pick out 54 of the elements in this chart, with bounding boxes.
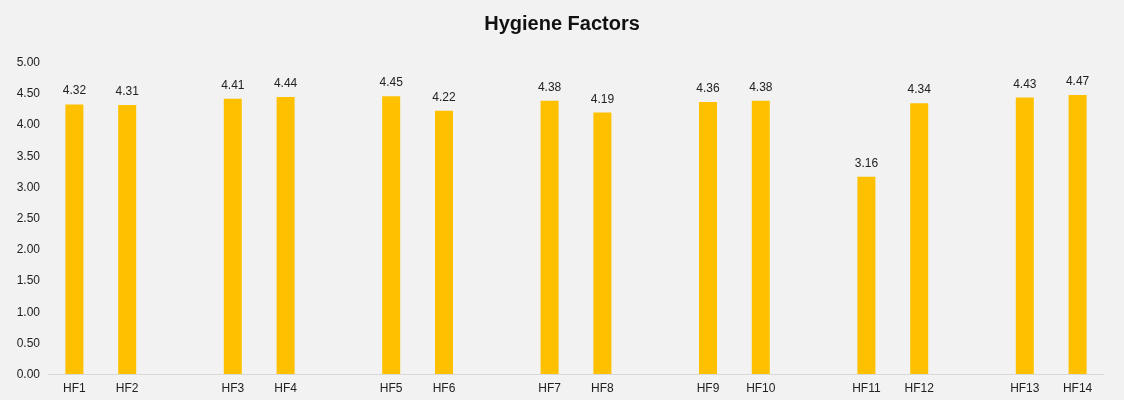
x-tick-label: HF2 [115,381,139,395]
x-tick-label: HF12 [904,381,935,395]
x-tick-label: HF11 [852,381,881,395]
y-tick-label: 2.50 [16,211,41,225]
x-tick-label: HF4 [274,381,298,395]
x-tick-label: HF8 [591,381,615,395]
data-label: 4.34 [907,82,932,97]
y-tick-label: 3.50 [16,148,41,163]
data-label: 4.22 [432,89,456,104]
x-tick-label: HF6 [432,381,456,395]
bar [1068,95,1087,374]
bar [435,110,453,374]
data-label: 4.36 [696,80,720,95]
y-tick-label: 3.00 [16,179,41,194]
y-tick-label: 0.00 [16,367,41,381]
bar [65,104,84,374]
bar [910,103,929,374]
x-tick-label: HF9 [696,381,720,395]
bar [276,96,295,374]
x-tick-label: HF10 [746,381,776,395]
x-tick-label: HF7 [538,381,562,395]
x-tick-label: HF1 [63,381,87,395]
bar [751,100,770,374]
data-label: 4.38 [749,79,773,94]
chart-title: Hygiene Factors [484,12,640,34]
data-label: 4.47 [1065,74,1090,89]
x-tick-label: HF3 [221,381,245,395]
y-tick-label: 4.00 [16,117,41,132]
data-label: 4.38 [537,79,562,94]
data-label: 3.16 [854,155,879,170]
bar [382,96,401,374]
bar [223,98,242,374]
y-tick-label: 1.00 [16,304,41,319]
bar [699,101,717,374]
data-label: 4.31 [115,84,140,99]
y-tick-label: 0.50 [16,335,41,350]
y-tick-label: 4.50 [16,86,41,101]
bar [857,176,876,374]
data-label: 4.44 [273,75,298,90]
data-label: 4.41 [221,77,245,92]
x-tick-label: HF14 [1062,381,1093,395]
y-tick-label: 1.50 [16,273,41,288]
y-tick-label: 5.00 [16,55,41,69]
x-tick-label: HF5 [379,381,403,395]
data-label: 4.43 [1013,76,1037,91]
bar [593,112,612,374]
data-label: 4.32 [62,83,87,98]
x-tick-label: HF13 [1010,381,1040,395]
bar [1015,97,1034,374]
bar [118,105,137,374]
data-label: 4.45 [379,75,404,90]
y-tick-label: 2.00 [16,242,41,257]
data-label: 4.19 [590,91,615,106]
bar [540,100,559,374]
